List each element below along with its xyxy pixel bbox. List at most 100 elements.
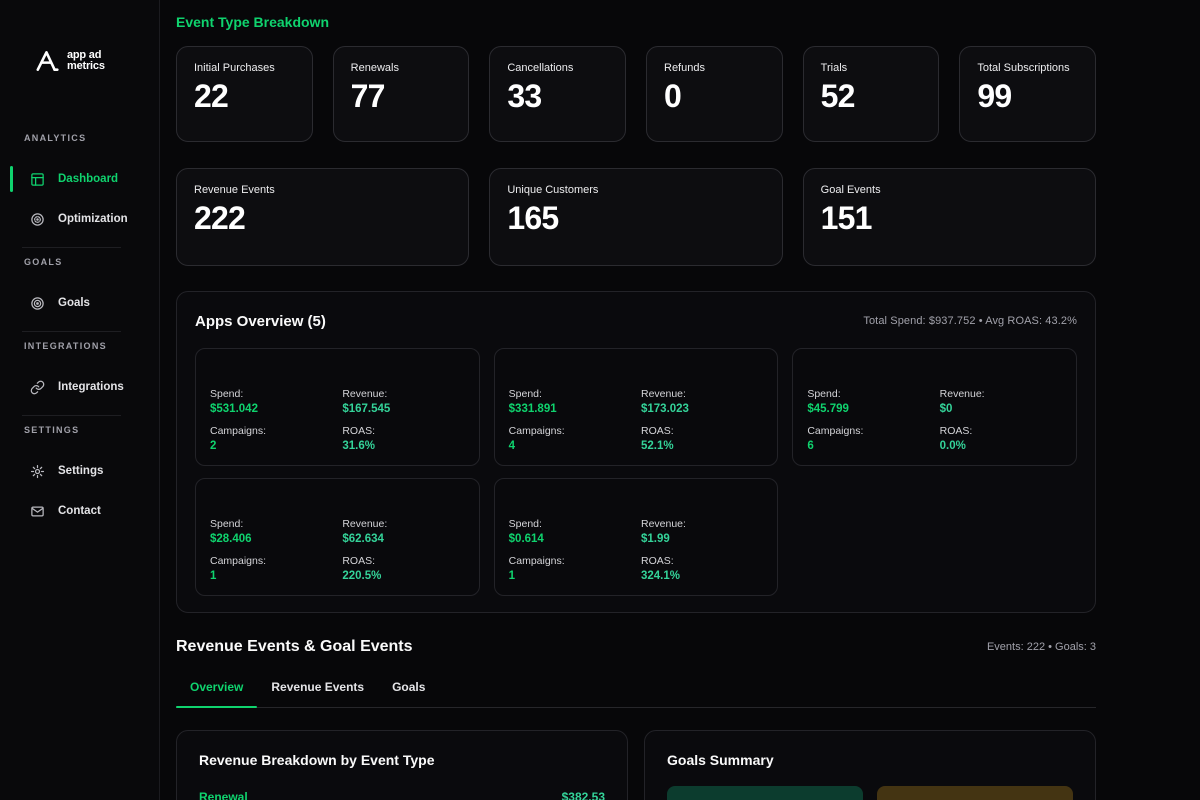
events-section-title: Revenue Events & Goal Events (176, 638, 413, 655)
stat-card-refunds: Refunds 0 (646, 46, 783, 142)
page-title: Event Type Breakdown (176, 14, 330, 30)
metric-roas: ROAS: 324.1% (641, 555, 763, 583)
stat-card-renewals: Renewals 77 (332, 46, 470, 142)
sidebar-item-contact[interactable]: Contact (0, 491, 159, 531)
app-card[interactable]: Spend: $331.891 Revenue: $173.023 Campai… (493, 348, 779, 466)
stat-label: Initial Purchases (194, 62, 275, 74)
metric-roas-value: 220.5% (342, 570, 382, 582)
metric-revenue: Revenue: $167.545 (342, 388, 464, 416)
app-card[interactable]: Spend: $28.406 Revenue: $62.634 Campaign… (195, 478, 480, 596)
stat-label: Unique Customers (507, 184, 599, 196)
app-metrics: Spend: $28.406 Revenue: $62.634 Campaign… (210, 518, 465, 583)
metric-roas: ROAS: 31.6% (342, 425, 464, 453)
app-logo-line2: metrics (67, 60, 105, 72)
event-type-value: $382.53 (561, 790, 605, 800)
events-section-header: Revenue Events & Goal Events Events: 222… (176, 637, 1096, 657)
stat-label: Revenue Events (194, 184, 275, 196)
stat-label: Goal Events (820, 184, 881, 196)
metric-spend-label: Spend: (508, 518, 542, 530)
app-card[interactable]: Spend: $531.042 Revenue: $167.545 Campai… (195, 348, 480, 466)
metric-roas-label: ROAS: (640, 425, 674, 437)
sidebar-item-goals[interactable]: Goals (0, 283, 159, 323)
sidebar-section-analytics: ANALYTICS (24, 133, 87, 143)
metric-spend-value: $331.891 (508, 403, 557, 415)
metric-campaigns-value: 2 (210, 440, 217, 452)
envelope-icon (30, 504, 45, 519)
metric-spend-label: Spend: (807, 388, 841, 400)
gear-icon (30, 464, 45, 479)
metric-campaigns: Campaigns: 4 (509, 425, 631, 453)
sidebar-item-optimization[interactable]: Optimization (0, 199, 159, 239)
revenue-breakdown-title: Revenue Breakdown by Event Type (199, 752, 435, 768)
sidebar-item-settings[interactable]: Settings (0, 451, 159, 491)
metric-roas-value: 31.6% (342, 440, 375, 452)
metric-spend-value: $45.799 (807, 403, 849, 415)
sidebar-item-label: Integrations (58, 381, 124, 393)
metric-revenue-label: Revenue: (640, 518, 686, 530)
metric-revenue-value: $0 (939, 403, 953, 415)
metric-spend: Spend: $28.406 (210, 518, 332, 546)
app-logo-icon (34, 48, 60, 74)
stat-value: 22 (194, 78, 229, 114)
app-card[interactable]: Spend: $0.614 Revenue: $1.99 Campaigns: … (493, 478, 779, 596)
sidebar-divider (22, 331, 121, 332)
goal-box-success: 3 (667, 786, 863, 800)
metric-roas-label: ROAS: (342, 555, 376, 567)
sidebar-item-integrations[interactable]: Integrations (0, 367, 159, 407)
metric-revenue-label: Revenue: (939, 388, 985, 400)
apps-overview-header: Apps Overview (5) Total Spend: $937.752 … (195, 311, 1077, 331)
tab-goals[interactable]: Goals (392, 680, 426, 694)
metric-roas-value: 52.1% (640, 440, 674, 452)
stat-value: 99 (977, 78, 1012, 114)
app-logo-text: app ad metrics (67, 48, 105, 73)
stat-value: 0 (664, 78, 682, 114)
metric-revenue: Revenue: $173.023 (641, 388, 763, 416)
metric-spend: Spend: $531.042 (210, 388, 332, 416)
metric-roas-value: 0.0% (939, 440, 966, 452)
metric-campaigns: Campaigns: 1 (509, 555, 631, 583)
app-logo-line1: app ad (67, 48, 102, 61)
stat-card-total-subscriptions: Total Subscriptions 99 (959, 46, 1096, 142)
metric-spend-label: Spend: (210, 518, 244, 530)
tab-revenue-events[interactable]: Revenue Events (271, 680, 365, 694)
metric-revenue: Revenue: $1.99 (641, 518, 763, 546)
stat-card-revenue-events: Revenue Events 222 (176, 168, 470, 266)
app-card[interactable]: Spend: $45.799 Revenue: $0 Campaigns: 6 … (792, 348, 1077, 466)
metric-spend-value: $531.042 (210, 403, 258, 415)
revenue-breakdown-row: Renewal $382.53 (199, 790, 605, 800)
app-logo[interactable]: app ad metrics (34, 48, 159, 74)
stat-label: Total Subscriptions (977, 62, 1070, 74)
metric-roas: ROAS: 52.1% (641, 425, 763, 453)
sidebar: app ad metrics ANALYTICS Dashboard (0, 0, 160, 800)
bottom-panels: Revenue Breakdown by Event Type Renewal … (176, 730, 1096, 800)
sidebar-item-label: Optimization (58, 213, 128, 225)
sidebar-item-label: Settings (58, 465, 104, 477)
stat-value: 52 (820, 78, 856, 114)
stat-card-trials: Trials 52 (802, 46, 940, 142)
stat-label: Trials (820, 62, 848, 74)
app-metrics: Spend: $331.891 Revenue: $173.023 Campai… (509, 388, 764, 453)
metric-revenue-value: $167.545 (342, 403, 391, 415)
metric-spend-value: $0.614 (508, 533, 544, 545)
sidebar-item-label: Dashboard (58, 173, 119, 185)
metric-spend: Spend: $45.799 (807, 388, 929, 416)
metric-spend-label: Spend: (210, 388, 244, 400)
metric-roas-label: ROAS: (939, 425, 973, 437)
tab-overview[interactable]: Overview (176, 674, 258, 708)
metric-campaigns-label: Campaigns: (210, 555, 267, 567)
sidebar-section-goals: GOALS (24, 257, 63, 267)
sidebar-nav: ANALYTICS Dashboard Optimization GOAL (0, 132, 159, 531)
metric-campaigns-value: 4 (508, 440, 516, 452)
metric-campaigns: Campaigns: 6 (807, 425, 929, 453)
stats-row-2: Revenue Events 222 Unique Customers 165 … (176, 168, 1096, 266)
sidebar-item-dashboard[interactable]: Dashboard (0, 159, 159, 199)
metric-campaigns-value: 1 (508, 570, 516, 582)
metric-revenue: Revenue: $62.634 (342, 518, 464, 546)
metric-spend: Spend: $331.891 (509, 388, 631, 416)
metric-spend-label: Spend: (508, 388, 542, 400)
metric-spend-value: $28.406 (210, 533, 252, 545)
apps-overview-title: Apps Overview (5) (195, 312, 326, 330)
stat-value: 77 (350, 78, 386, 114)
stats-row-1: Initial Purchases 22 Renewals 77 Cancell… (176, 46, 1096, 142)
stat-label: Refunds (664, 62, 705, 74)
